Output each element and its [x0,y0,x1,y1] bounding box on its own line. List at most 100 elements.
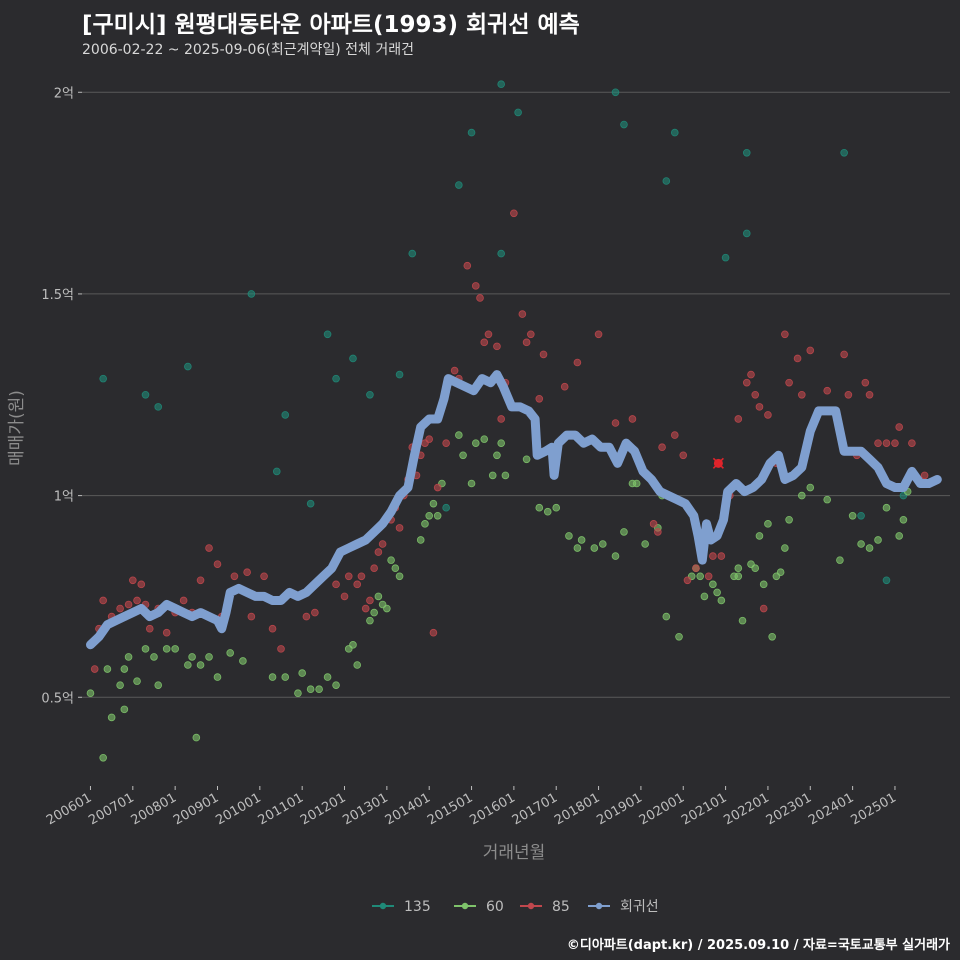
point-85 [823,386,832,395]
point-60 [387,556,395,564]
point-60 [865,544,874,552]
x-tick-label: 201901 [594,790,644,828]
point-60 [133,677,141,685]
point-60 [764,520,772,528]
point-85 [781,330,789,339]
point-60 [349,641,357,649]
point-85 [425,435,434,443]
point-85 [798,390,806,399]
x-tick-label: 200901 [171,790,221,828]
point-60 [734,564,743,572]
point-85 [357,572,366,581]
point-85 [755,403,764,411]
y-tick-label: 1억 [54,490,74,505]
point-85 [332,580,340,589]
point-60 [836,556,844,564]
point-60 [459,451,467,460]
point-60 [120,665,129,673]
point-60 [700,592,709,601]
point-60 [806,483,815,492]
source-caption: ©디아파트(dapt.kr) / 2025.09.10 / 자료=국토교통부 실… [566,938,950,953]
point-60 [421,520,429,528]
point-60 [641,540,649,548]
point-135 [323,330,332,339]
x-tick-label: 201301 [340,790,390,828]
point-85 [742,378,751,387]
point-60 [281,673,290,681]
point-135 [247,290,256,298]
point-85 [865,390,874,399]
x-tick-label: 201601 [467,790,517,828]
point-85 [311,608,319,617]
legend-label-60: 60 [486,899,504,915]
point-60 [150,653,158,661]
point-60 [497,439,505,447]
point-60 [611,552,620,560]
point-85 [471,282,480,290]
point-60 [391,564,400,572]
point-135 [840,148,848,157]
point-60 [184,661,192,669]
point-60 [294,689,302,698]
point-85 [124,600,133,609]
point-135 [366,390,374,399]
point-60 [162,645,171,653]
point-85 [522,338,531,347]
legend-label-85: 85 [552,899,570,915]
point-85 [840,350,848,359]
y-tick-labels: 0.5억 1억 1.5억 2억 [41,86,74,706]
gridlines [78,91,950,790]
x-tick-labels: 2006012007012008012009012010012011012012… [44,790,899,828]
point-85 [882,439,891,447]
point-135 [497,249,505,258]
x-tick-label: 200601 [44,790,94,828]
point-60 [675,632,683,641]
point-60 [353,661,362,669]
x-tick-label: 200801 [129,790,179,828]
point-60 [857,540,865,548]
x-tick-label: 201401 [383,790,433,828]
point-85 [785,378,793,387]
point-60 [370,608,378,617]
point-85 [361,604,370,613]
point-85 [560,382,569,391]
point-60 [848,511,857,520]
point-85 [366,596,374,605]
point-60 [751,564,760,572]
point-85 [484,330,493,339]
point-60 [455,431,463,439]
point-85 [340,592,349,601]
x-tick-label: 201701 [510,790,560,828]
point-85 [806,346,815,355]
x-tick-label: 201501 [425,790,475,828]
point-60 [171,645,179,653]
point-60 [798,491,806,500]
point-60 [332,681,340,689]
point-60 [590,544,599,552]
x-tick-label: 202201 [721,790,771,828]
point-85 [145,624,154,633]
point-85 [654,528,662,536]
point-135 [882,576,891,585]
point-85 [268,624,277,633]
point-85 [920,471,929,480]
point-135 [670,128,679,137]
point-135 [141,390,150,399]
point-135 [154,403,163,411]
point-60 [124,653,133,661]
point-60 [755,532,764,540]
point-85 [497,415,505,423]
point-60 [86,689,95,698]
point-85 [429,628,438,637]
point-85 [683,576,692,585]
point-85 [751,390,760,399]
x-tick-label: 201101 [256,790,306,828]
point-60 [768,632,776,641]
point-60 [882,503,891,512]
point-135 [857,511,865,520]
point-85 [378,540,387,548]
point-60 [433,511,442,520]
point-85 [649,520,658,528]
point-60 [103,665,112,673]
